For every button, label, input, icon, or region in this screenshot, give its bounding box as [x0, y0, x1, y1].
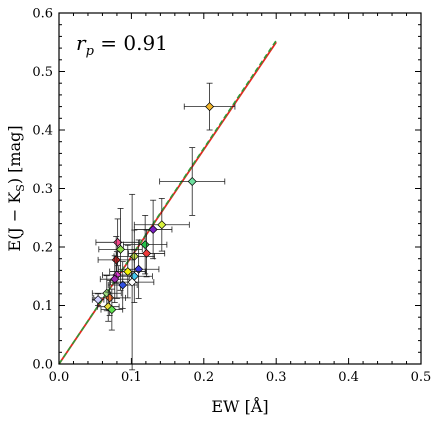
x-tick-label: 0.1 [121, 370, 142, 385]
x-tick-label: 0.5 [411, 370, 432, 385]
data-point [133, 199, 173, 260]
diamond-marker [140, 240, 150, 250]
annotation-subscript: p [86, 44, 95, 59]
data-point [133, 198, 190, 252]
x-tick-label: 0.3 [266, 370, 287, 385]
diamond-marker [148, 224, 158, 234]
correlation-annotation: rp = 0.91 [76, 31, 168, 59]
annotation-symbol: r [76, 31, 87, 55]
diamond-marker [205, 102, 215, 112]
annotation-value: = 0.91 [94, 31, 168, 55]
y-axis-label: E(J − KS) [mag] [5, 125, 27, 251]
data-point [100, 288, 124, 331]
diamond-marker [123, 267, 133, 277]
diamond-marker [142, 248, 152, 258]
diamond-marker [187, 176, 197, 186]
data-points [91, 82, 236, 371]
x-tick-label: 0.0 [49, 370, 70, 385]
fit-lines [58, 40, 277, 365]
y-tick-label: 0.0 [32, 358, 53, 373]
y-tick-label: 0.2 [32, 241, 53, 256]
data-point [159, 147, 226, 216]
data-point [128, 229, 166, 278]
diamond-marker [111, 255, 121, 265]
diamond-marker [127, 277, 137, 287]
data-point [183, 82, 236, 131]
diamond-marker [93, 295, 103, 305]
diamond-marker [110, 274, 120, 284]
data-point [99, 255, 130, 303]
diamond-marker [157, 220, 167, 230]
y-tick-label: 0.1 [32, 299, 53, 314]
y-axis-label-main: E(J − K [5, 191, 24, 252]
data-point [91, 293, 105, 306]
x-tick-label: 0.4 [338, 370, 359, 385]
diamond-marker [134, 264, 144, 274]
y-tick-label: 0.6 [32, 7, 53, 22]
data-point [110, 193, 155, 371]
x-tick-label: 0.2 [193, 370, 214, 385]
data-point [109, 244, 147, 299]
x-axis-label: EW [Å] [211, 396, 268, 416]
axes: 0.0 0.1 0.2 0.3 0.4 0.5 0.0 0.1 0.2 0.3 0.4 0.5 0.6 [32, 7, 431, 386]
y-axis-label-tail: ) [mag] [5, 125, 24, 184]
y-axis-label-subscript: S [14, 184, 27, 192]
y-tick-label: 0.5 [32, 65, 53, 80]
y-tick-label: 0.3 [32, 182, 53, 197]
diamond-marker [107, 305, 117, 315]
plot-frame [58, 12, 422, 365]
fit-dashed-line [58, 40, 277, 365]
y-tick-label: 0.4 [32, 124, 53, 139]
diamond-marker [118, 280, 128, 290]
